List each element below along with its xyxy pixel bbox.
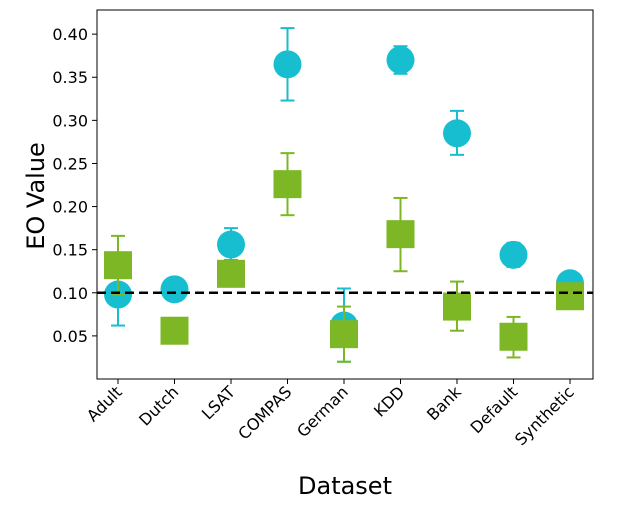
square-point-german xyxy=(330,320,358,349)
y-tick-label: 0.35 xyxy=(52,68,88,87)
y-tick-label: 0.30 xyxy=(52,111,88,130)
x-axis-title: Dataset xyxy=(298,472,392,500)
plot-area xyxy=(97,27,593,363)
square-point-synthetic xyxy=(556,282,584,311)
y-tick-label: 0.15 xyxy=(52,241,88,260)
y-axis-title: EO Value xyxy=(22,142,50,250)
circle-point-default xyxy=(499,240,528,269)
circle-point-lsat xyxy=(217,230,245,259)
x-tick-label-adult: Adult xyxy=(83,382,126,425)
square-point-bank xyxy=(443,292,471,321)
y-tick-label: 0.05 xyxy=(52,327,88,346)
x-tick-label-dutch: Dutch xyxy=(135,382,182,429)
x-tick-label-default: Default xyxy=(467,382,522,437)
y-tick-label: 0.20 xyxy=(52,198,88,217)
y-tick-label: 0.40 xyxy=(52,25,88,44)
x-tick-label-compas: COMPAS xyxy=(234,382,295,443)
y-tick-label: 0.10 xyxy=(52,284,88,303)
x-tick-label-bank: Bank xyxy=(423,382,465,424)
x-tick-label-synthetic: Synthetic xyxy=(511,382,578,449)
square-point-default xyxy=(499,322,528,351)
y-tick-label: 0.25 xyxy=(52,154,88,173)
x-tick-label-lsat: LSAT xyxy=(198,382,239,423)
square-point-kdd xyxy=(386,220,415,249)
square-point-adult xyxy=(104,251,132,280)
circle-point-dutch xyxy=(160,275,189,304)
circle-point-compas xyxy=(273,50,302,79)
axes: 0.05 0.10 0.15 0.20 0.25 0.30 0.35 0.40 Adult Dut… xyxy=(52,9,594,449)
x-tick-label-kdd: KDD xyxy=(370,382,408,420)
x-tick-label-german: German xyxy=(293,382,352,441)
square-point-lsat xyxy=(217,259,245,288)
circle-point-bank xyxy=(443,119,471,148)
plot-frame xyxy=(96,9,594,380)
square-point-compas xyxy=(273,170,302,199)
square-point-dutch xyxy=(160,316,189,345)
circle-point-kdd xyxy=(386,46,415,75)
